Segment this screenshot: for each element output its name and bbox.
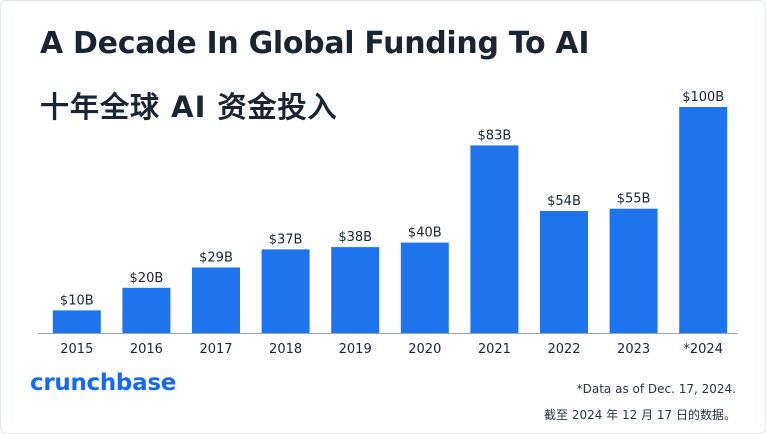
bar-2016 <box>122 287 171 333</box>
bar-2022 <box>540 210 588 333</box>
value-label-2021: $83B <box>478 128 512 143</box>
crunchbase-logo: crunchbase <box>30 370 177 396</box>
x-tick-label-2019: 2019 <box>339 342 372 357</box>
chart-title-chinese: 十年全球 AI 资金投入 <box>40 84 337 126</box>
title-zh-prefix: 十年全球 <box>40 90 161 124</box>
x-tick-label-2015: 2015 <box>60 342 93 357</box>
x-tick-label-2023: 2023 <box>617 342 650 357</box>
value-label-2018: $37B <box>269 232 303 247</box>
bar-2021 <box>470 145 519 333</box>
x-tick-label-2020: 2020 <box>408 342 441 357</box>
value-label-2015: $10B <box>60 293 94 308</box>
value-label-2017: $29B <box>199 250 233 265</box>
x-tick-label-2024: *2024 <box>683 342 723 357</box>
value-label-2023: $55B <box>617 192 651 207</box>
x-tick-label-2022: 2022 <box>547 342 580 357</box>
x-tick-label-2017: 2017 <box>199 342 232 357</box>
bar-2015 <box>52 310 101 333</box>
x-tick-label-2018: 2018 <box>269 342 302 357</box>
bars-group <box>52 107 728 333</box>
value-label-2020: $40B <box>408 226 442 241</box>
bar-2023 <box>609 208 658 333</box>
bar-2024 <box>679 107 728 333</box>
value-label-2022: $54B <box>547 194 581 209</box>
title-zh-suffix: 资金投入 <box>217 90 338 124</box>
value-label-2016: $20B <box>130 271 164 286</box>
footnote-english: *Data as of Dec. 17, 2024. <box>576 382 736 396</box>
chart-title-english: A Decade In Global Funding To AI <box>40 26 590 61</box>
bar-2020 <box>400 242 449 333</box>
footnote-chinese: 截至 2024 年 12 月 17 日的数据。 <box>544 408 736 422</box>
bar-2017 <box>192 267 240 333</box>
bar-2018 <box>261 249 310 333</box>
x-tick-labels-group: 2015 2016 2017 2018 2019 2020 2021 2022 2023 *202… <box>60 342 723 357</box>
title-zh-ai: AI <box>171 90 207 124</box>
bar-2019 <box>331 247 380 333</box>
value-label-2024: $100B <box>682 90 724 105</box>
value-labels-group: $10B $20B $29B $37B $38B $40B $83B $54B $55B $100… <box>60 90 724 308</box>
x-tick-label-2021: 2021 <box>478 342 511 357</box>
value-label-2019: $38B <box>338 230 372 245</box>
x-tick-label-2016: 2016 <box>130 342 163 357</box>
